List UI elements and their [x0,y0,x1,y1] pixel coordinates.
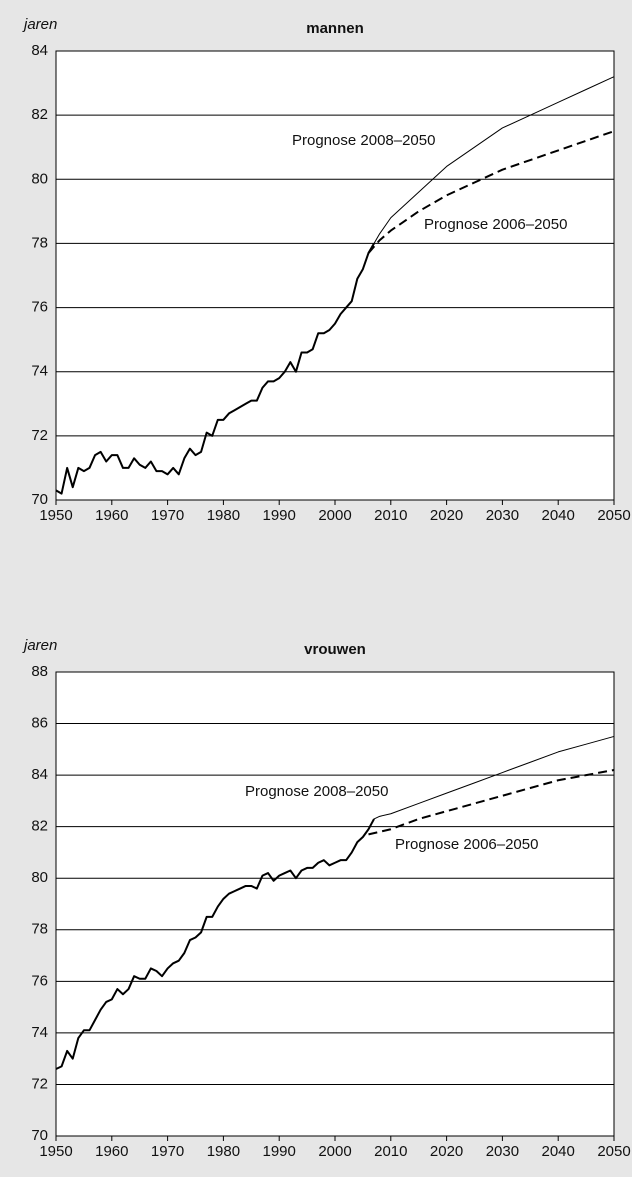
y-tick-label: 70 [31,1127,48,1144]
y-tick-label: 76 [31,299,48,316]
x-tick-label: 2030 [486,507,519,524]
line-series [373,76,615,244]
y-tick-label: 70 [31,491,48,508]
x-tick-label: 2030 [486,1143,519,1160]
chart-title: mannen [306,20,364,37]
x-tick-label: 2050 [597,1143,630,1160]
y-tick-label: 86 [31,715,48,732]
line-series [55,242,375,495]
y-tick-label: 80 [31,170,48,187]
x-tick-label: 1990 [263,507,296,524]
chart-title: vrouwen [304,641,366,658]
y-tick-label: 74 [31,363,48,380]
annotation: Prognose 2008–2050 [292,132,435,149]
line-series [373,735,615,820]
x-tick-label: 2000 [318,1143,351,1160]
x-tick-label: 1950 [39,507,72,524]
line-series [55,818,375,1070]
x-tick-label: 1980 [207,1143,240,1160]
x-tick-label: 1960 [95,507,128,524]
y-tick-label: 84 [31,42,48,59]
x-tick-label: 1950 [39,1143,72,1160]
y-tick-label: 84 [31,766,48,783]
plot-area [55,671,615,1137]
x-tick-label: 2010 [374,507,407,524]
y-tick-label: 76 [31,972,48,989]
x-tick-label: 1970 [151,507,184,524]
x-tick-label: 2020 [430,1143,463,1160]
y-tick-label: 88 [31,663,48,680]
y-tick-label: 80 [31,869,48,886]
y-tick-label: 82 [31,106,48,123]
line-series [367,130,615,254]
y-axis-label: jaren [22,637,57,654]
x-tick-label: 2010 [374,1143,407,1160]
annotation: Prognose 2006–2050 [395,836,538,853]
y-tick-label: 72 [31,427,48,444]
y-tick-label: 78 [31,921,48,938]
y-tick-label: 82 [31,818,48,835]
x-tick-label: 1980 [207,507,240,524]
x-tick-label: 1970 [151,1143,184,1160]
y-tick-label: 74 [31,1024,48,1041]
annotation: Prognose 2006–2050 [424,216,567,233]
line-series [368,768,615,836]
y-axis-label: jaren [22,16,57,33]
x-tick-label: 2040 [542,507,575,524]
annotation: Prognose 2008–2050 [245,783,388,800]
y-tick-label: 78 [31,234,48,251]
x-tick-label: 2000 [318,507,351,524]
x-tick-label: 2020 [430,507,463,524]
x-tick-label: 1990 [263,1143,296,1160]
plot-area [55,50,615,501]
x-tick-label: 2040 [542,1143,575,1160]
x-tick-label: 2050 [597,507,630,524]
x-tick-label: 1960 [95,1143,128,1160]
y-tick-label: 72 [31,1075,48,1092]
